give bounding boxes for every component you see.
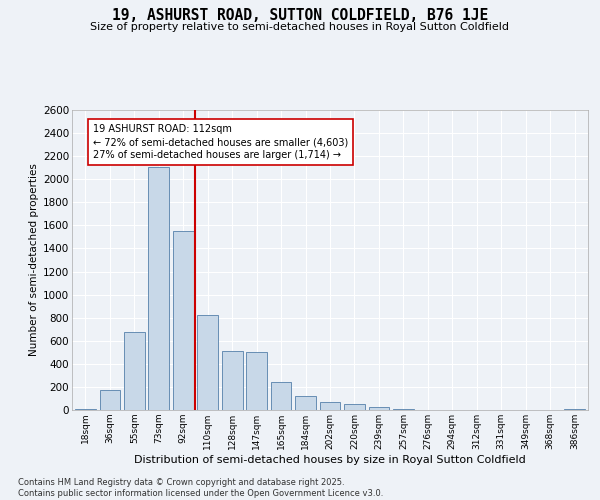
- Text: 19, ASHURST ROAD, SUTTON COLDFIELD, B76 1JE: 19, ASHURST ROAD, SUTTON COLDFIELD, B76 …: [112, 8, 488, 22]
- Bar: [222, 351, 242, 410]
- Bar: [124, 332, 145, 410]
- Bar: [393, 409, 414, 410]
- Text: Contains HM Land Registry data © Crown copyright and database right 2025.
Contai: Contains HM Land Registry data © Crown c…: [18, 478, 383, 498]
- Bar: [173, 231, 194, 410]
- Bar: [320, 402, 340, 410]
- Bar: [368, 406, 389, 410]
- Bar: [75, 409, 96, 410]
- Text: Distribution of semi-detached houses by size in Royal Sutton Coldfield: Distribution of semi-detached houses by …: [134, 455, 526, 465]
- Bar: [148, 166, 169, 410]
- Bar: [344, 404, 365, 410]
- Bar: [295, 396, 316, 410]
- Y-axis label: Number of semi-detached properties: Number of semi-detached properties: [29, 164, 39, 356]
- Bar: [100, 390, 120, 410]
- Bar: [246, 352, 267, 410]
- Text: Size of property relative to semi-detached houses in Royal Sutton Coldfield: Size of property relative to semi-detach…: [91, 22, 509, 32]
- Text: 19 ASHURST ROAD: 112sqm
← 72% of semi-detached houses are smaller (4,603)
27% of: 19 ASHURST ROAD: 112sqm ← 72% of semi-de…: [93, 124, 348, 160]
- Bar: [564, 409, 585, 410]
- Bar: [271, 382, 292, 410]
- Bar: [197, 316, 218, 410]
